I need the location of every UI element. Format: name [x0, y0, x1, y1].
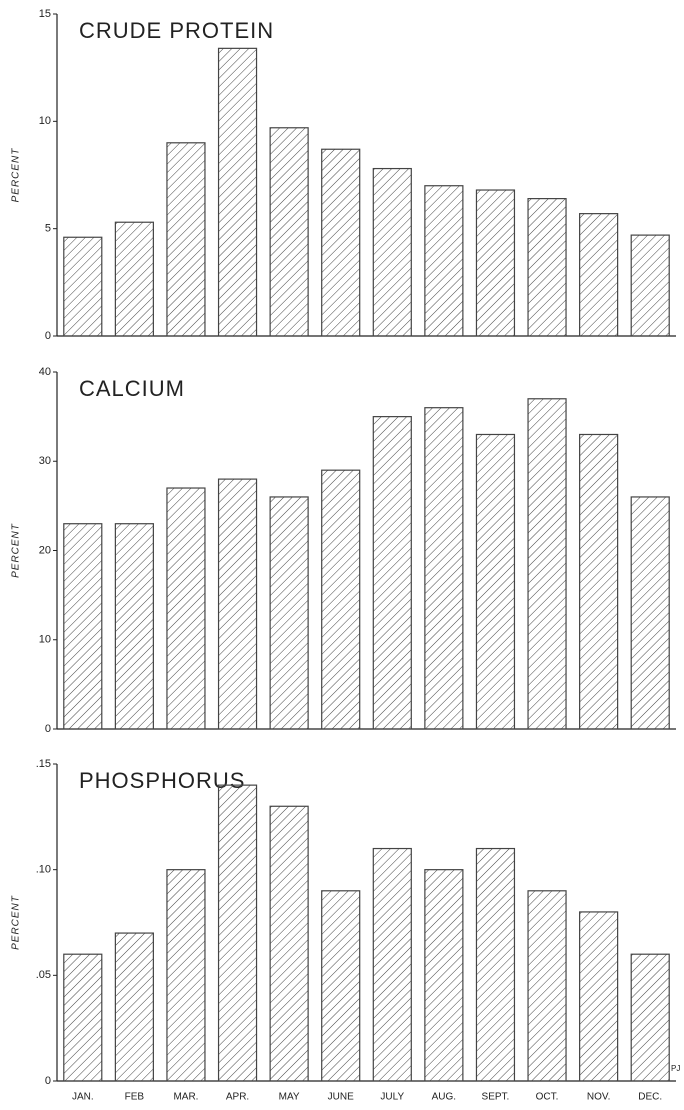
y-axis-label: PERCENT [11, 523, 22, 578]
bar [372, 167, 412, 337]
bar [114, 523, 154, 730]
bar [475, 847, 516, 1082]
bar [269, 496, 309, 730]
x-tick-label: MAR. [173, 1092, 198, 1103]
bar [166, 142, 206, 337]
bar [217, 47, 258, 337]
x-tick-label: APR. [226, 1092, 249, 1103]
bar [579, 433, 619, 730]
bar [424, 407, 464, 730]
x-tick-label: OCT. [536, 1092, 559, 1103]
bar [217, 478, 258, 730]
bar [424, 869, 464, 1082]
bar [630, 953, 670, 1082]
x-tick-label: JULY [380, 1092, 404, 1103]
bar [269, 127, 309, 337]
y-tick-label: 0 [45, 330, 51, 342]
bar [579, 213, 619, 337]
y-tick-label: .05 [36, 969, 51, 981]
y-tick-label: 5 [45, 223, 51, 235]
x-tick-label: JUNE [328, 1092, 354, 1103]
x-tick-label: FEB [125, 1092, 145, 1103]
y-tick-label: 10 [39, 115, 51, 127]
bar [372, 416, 412, 730]
chart-title: CALCIUM [79, 376, 185, 401]
bar [166, 869, 206, 1082]
bar [630, 234, 670, 337]
chart-title: CRUDE PROTEIN [79, 18, 274, 43]
bar [114, 221, 154, 337]
bar [475, 433, 516, 730]
y-tick-label: 0 [45, 723, 51, 735]
bar [63, 953, 103, 1082]
bar [424, 185, 464, 337]
bar [527, 398, 567, 730]
y-axis-label: PERCENT [11, 895, 22, 950]
y-tick-label: 0 [45, 1075, 51, 1087]
bar [630, 496, 670, 730]
x-tick-label: JAN. [72, 1092, 94, 1103]
y-tick-label: 20 [39, 544, 51, 556]
x-tick-label: DEC. [638, 1092, 662, 1103]
bar [579, 911, 619, 1082]
bar [63, 523, 103, 730]
y-axis-label: PERCENT [11, 148, 22, 203]
y-tick-label: .15 [36, 758, 51, 770]
y-tick-label: .10 [36, 864, 51, 876]
x-tick-label: SEPT. [482, 1092, 510, 1103]
x-tick-label: NOV. [587, 1092, 611, 1103]
bar [321, 469, 361, 730]
bar [372, 847, 412, 1082]
bar [527, 890, 567, 1082]
bar [63, 236, 103, 337]
x-tick-label: MAY [279, 1092, 300, 1103]
bar [217, 784, 258, 1082]
y-tick-label: 15 [39, 8, 51, 20]
annotation: PJ [671, 1064, 680, 1073]
bar [166, 487, 206, 730]
bar [321, 890, 361, 1082]
bar [527, 198, 567, 337]
bar [475, 189, 516, 337]
y-tick-label: 30 [39, 455, 51, 467]
bar [114, 932, 154, 1082]
chart-title: PHOSPHORUS [79, 768, 245, 793]
bar [269, 805, 309, 1082]
bar [321, 148, 361, 337]
x-tick-label: AUG. [432, 1092, 456, 1103]
y-tick-label: 40 [39, 366, 51, 378]
y-tick-label: 10 [39, 634, 51, 646]
